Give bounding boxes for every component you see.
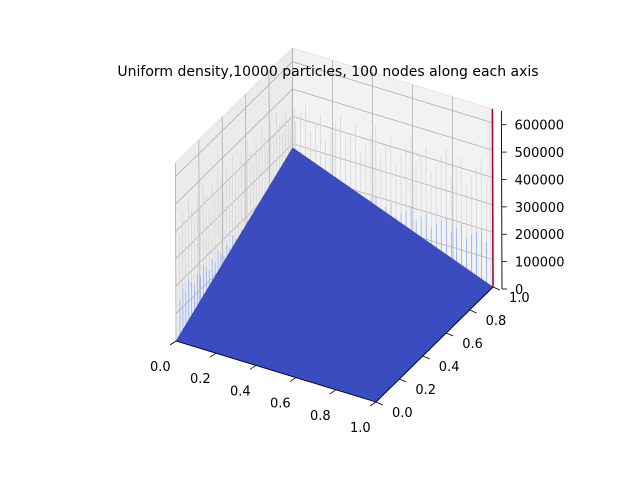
x-tick-label: 0.0 (150, 360, 171, 375)
z-tick-label: 600000 (514, 119, 564, 134)
x-tick (290, 378, 296, 382)
y-tick-label: 0.6 (462, 337, 483, 352)
y-tick-label: 0.2 (415, 383, 436, 398)
y-tick-label: 0.4 (439, 360, 460, 375)
y-tick-label: 0.8 (486, 314, 507, 329)
z-tick-label: 100000 (515, 256, 565, 271)
x-tick (210, 353, 216, 357)
y-tick-label: 0.0 (392, 406, 413, 421)
x-tick-label: 0.6 (270, 397, 291, 412)
x-tick (330, 390, 336, 394)
chart-title: Uniform density,10000 particles, 100 nod… (0, 64, 640, 80)
y-tick (423, 356, 430, 359)
y-tick (399, 379, 406, 382)
y-tick (493, 287, 500, 290)
z-axis-line (501, 111, 502, 289)
z-tick-label: 200000 (515, 228, 565, 243)
z-tick-label: 400000 (515, 173, 565, 188)
z-tick-label: 500000 (515, 146, 565, 161)
spike-peak (492, 109, 493, 287)
x-tick-label: 0.4 (230, 384, 251, 399)
x-tick-label: 0.8 (310, 409, 331, 424)
y-tick (376, 402, 383, 405)
x-tick (170, 341, 176, 345)
x-tick (370, 402, 376, 406)
z-tick-label: 0 (515, 283, 523, 298)
z-tick-label: 300000 (515, 201, 565, 216)
x-tick (250, 365, 256, 369)
y-tick (470, 310, 477, 313)
x-tick-label: 0.2 (190, 372, 211, 387)
y-tick (446, 333, 453, 336)
x-tick-label: 1.0 (350, 421, 371, 436)
